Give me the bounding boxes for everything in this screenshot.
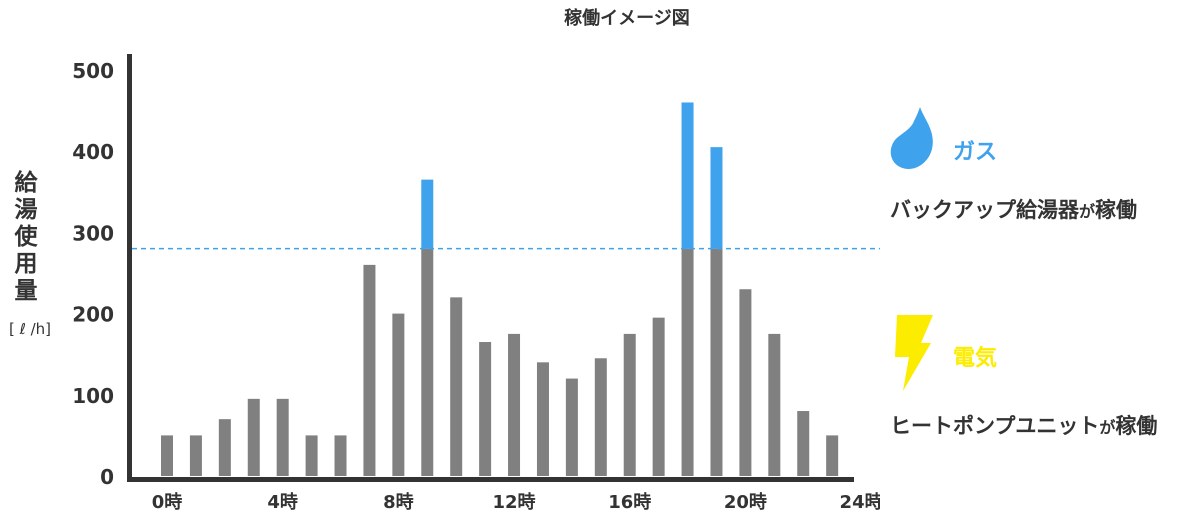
bar-electric [276,398,289,476]
bar-electric [652,317,665,476]
y-axis-label-char: 給 [14,170,38,196]
legend-gas-desc-tail: 稼働 [1095,198,1138,222]
bar-electric [218,419,231,476]
bar-electric [363,264,376,476]
bar-electric [392,313,405,476]
y-tick-label: 500 [72,59,114,83]
bar-electric [623,333,636,476]
bar-electric [681,248,694,476]
legend-gas-desc-particle: が [1079,202,1096,221]
bar-electric [189,435,202,476]
y-tick-label: 400 [72,140,114,164]
bar-gas [421,179,434,249]
bar-electric [565,378,578,476]
bar-electric [536,362,549,476]
legend-electric-name: 電気 [953,346,998,371]
lightning-icon [895,315,933,391]
y-axis-unit: [ ℓ /h] [9,320,51,338]
bar-electric [161,435,173,476]
y-tick-label: 0 [100,465,114,489]
y-axis-label-char: 量 [14,278,38,304]
chart-plot: 0 100 200 300 400 500 0時 4時 8時 12時 16時 20時 24時 [72,54,880,513]
bar-electric [334,435,347,476]
y-tick-label: 200 [72,303,114,327]
bar-electric [710,248,723,476]
y-axis-label-char: 湯 [14,197,38,223]
y-axis-label-char: 使 [14,224,38,250]
y-axis-label-char: 用 [14,251,38,277]
bar-electric [594,358,607,476]
bar-electric [305,435,318,476]
legend-electric-desc-main: ヒートポンプユニット [890,414,1100,438]
x-tick-label: 8時 [383,492,414,513]
bar-electric [479,342,492,476]
x-axis [127,477,854,482]
legend-electric-description: ヒートポンプユニットが稼働 [890,410,1157,440]
legend-electric-desc-tail: 稼働 [1115,414,1158,438]
x-tick-label: 24時 [840,492,880,513]
bar-electric [768,333,781,476]
x-tick-label: 4時 [267,492,298,513]
legend-gas-name: ガス [953,140,998,165]
bar-electric [739,289,752,476]
bar-electric [247,398,260,476]
x-tick-label: 16時 [608,492,651,513]
bar-gas [681,102,694,249]
y-axis [127,54,132,482]
bar-electric [421,248,434,476]
bar-gas [710,147,723,249]
x-tick-label: 0時 [152,492,183,513]
bar-electric [797,411,810,476]
bar-electric [450,297,463,476]
legend-electric-desc-particle: が [1099,418,1116,437]
legend-gas-desc-main: バックアップ給湯器 [890,198,1079,222]
x-tick-label: 20時 [724,492,767,513]
x-tick-label: 12時 [493,492,536,513]
legend-gas-description: バックアップ給湯器が稼働 [890,194,1137,224]
bar-electric [508,333,521,476]
bar-electric [826,435,839,476]
y-tick-label: 100 [72,384,114,408]
y-axis-label: 給湯使用量 [6,170,46,305]
chart-title: 稼働イメージ図 [564,8,690,29]
flame-icon [890,107,933,169]
y-tick-label: 300 [72,221,114,245]
